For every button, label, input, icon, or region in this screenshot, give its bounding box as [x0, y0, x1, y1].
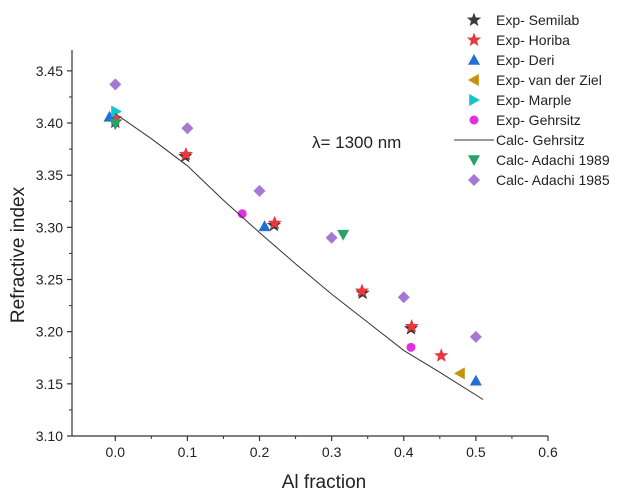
legend-symbol-exp-deri	[468, 54, 480, 65]
legend-label-exp-deri: Exp- Deri	[496, 52, 554, 68]
data-point-exp-horiba	[178, 146, 194, 161]
data-point-exp-horiba	[404, 318, 419, 333]
data-point-calc-adachi-1985	[181, 122, 194, 135]
x-tick-label: 0.2	[250, 444, 270, 460]
x-tick-label: 0.0	[106, 444, 126, 460]
y-tick-label: 3.35	[36, 167, 63, 183]
legend-label-calc-adachi-1989: Calc- Adachi 1989	[496, 152, 610, 168]
data-point-exp-gehrsitz	[406, 342, 416, 352]
data-point-exp-horiba	[108, 111, 123, 125]
data-point-exp-marple	[111, 105, 122, 118]
legend-label-exp-van-der-ziel: Exp- van der Ziel	[496, 72, 602, 88]
data-point-exp-deri	[469, 374, 482, 386]
series-line-calc-gehrsitz	[114, 113, 484, 400]
x-axis-ticks: 0.0 0.1 0.2 0.3 0.4 0.5 0.6	[106, 436, 558, 460]
y-tick-label: 3.10	[36, 428, 63, 444]
legend-symbol-exp-horiba	[466, 32, 482, 47]
y-tick-label: 3.45	[36, 63, 63, 79]
data-point-calc-adachi-1985	[397, 291, 410, 304]
x-tick-label: 0.1	[178, 444, 198, 460]
legend-symbol-exp-gehrsitz	[469, 115, 479, 125]
annotation-wavelength: λ= 1300 nm	[312, 133, 401, 152]
y-tick-label: 3.30	[36, 219, 63, 235]
legend-symbol-exp-marple	[469, 94, 480, 106]
data-point-calc-adachi-1985	[253, 184, 266, 197]
x-tick-label: 0.3	[322, 444, 342, 460]
y-tick-label: 3.25	[36, 272, 63, 288]
legend-symbol-exp-van-der-ziel	[468, 74, 479, 86]
legend-label-exp-semilab: Exp- Semilab	[496, 12, 579, 28]
data-point-exp-van-der-ziel	[454, 367, 465, 380]
x-axis-label: Al fraction	[282, 472, 366, 493]
y-axis-ticks: 3.10 3.15 3.20 3.25 3.30 3.35 3.40 3.45	[36, 63, 72, 444]
data-point-calc-adachi-1985	[109, 78, 122, 91]
x-tick-label: 0.4	[394, 444, 414, 460]
legend-symbol-exp-semilab	[466, 12, 482, 27]
data-point-calc-adachi-1989	[109, 119, 122, 131]
y-tick-label: 3.40	[36, 115, 63, 131]
y-tick-label: 3.20	[36, 324, 63, 340]
x-tick-label: 0.5	[466, 444, 486, 460]
legend-label-exp-gehrsitz: Exp- Gehrsitz	[496, 112, 581, 128]
data-point-exp-horiba	[267, 215, 282, 230]
data-marks	[103, 78, 484, 400]
x-tick-label: 0.6	[538, 444, 558, 460]
data-point-exp-horiba	[434, 348, 449, 362]
data-point-calc-adachi-1989	[337, 229, 350, 241]
legend-label-exp-horiba: Exp- Horiba	[496, 32, 570, 48]
legend: Exp- Semilab Exp- Horiba Exp- Deri Exp- van…	[454, 12, 610, 188]
legend-symbol-calc-adachi-1985	[468, 174, 480, 186]
data-point-exp-deri	[103, 110, 116, 122]
y-tick-label: 3.15	[36, 376, 63, 392]
data-point-calc-adachi-1985	[325, 231, 338, 244]
data-point-exp-gehrsitz	[237, 209, 247, 219]
legend-symbol-calc-adachi-1989	[468, 155, 480, 166]
data-point-calc-adachi-1985	[469, 330, 482, 343]
legend-label-calc-gehrsitz: Calc- Gehrsitz	[496, 132, 585, 148]
legend-label-exp-marple: Exp- Marple	[496, 92, 572, 108]
data-point-exp-deri	[258, 220, 271, 232]
data-point-exp-horiba	[354, 283, 370, 298]
y-axis-label: Refractive index	[8, 186, 29, 323]
legend-label-calc-adachi-1985: Calc- Adachi 1985	[496, 172, 610, 188]
